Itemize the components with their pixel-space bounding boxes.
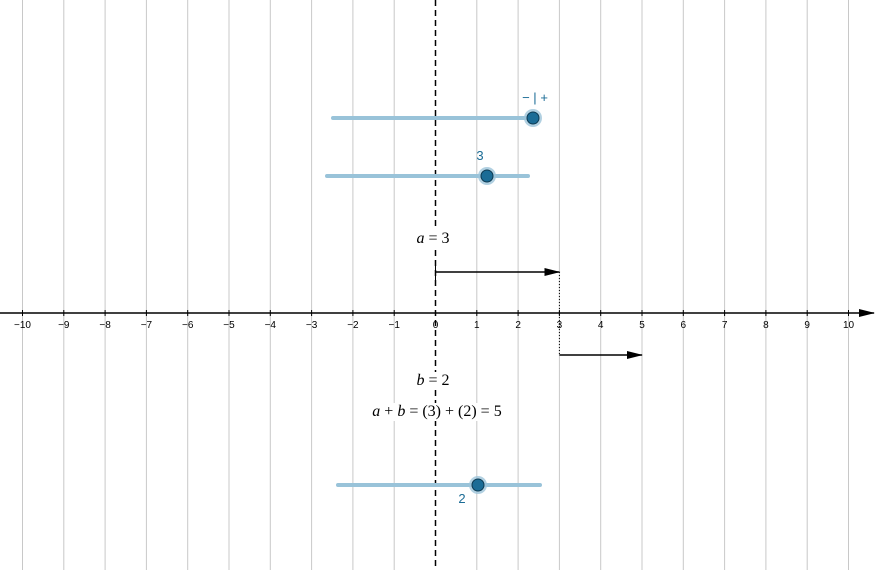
tick-label: −2 — [347, 320, 359, 331]
slider-plus-minus-control[interactable]: − | + — [522, 90, 548, 105]
b-equals-value: = 2 — [428, 372, 450, 389]
sum-result: = (3) + (2) = 5 — [409, 403, 502, 420]
tick-label: −6 — [182, 320, 194, 331]
tick-label: 10 — [843, 320, 855, 331]
tick-label: 3 — [557, 320, 563, 331]
slider-separator: | — [533, 90, 537, 105]
tick-label: 0 — [433, 320, 439, 331]
sum-var-a: a — [372, 403, 381, 420]
tick-label: −5 — [223, 320, 235, 331]
slider-a-handle[interactable] — [480, 169, 494, 183]
tick-label: 5 — [639, 320, 645, 331]
tick-label: 2 — [515, 320, 521, 331]
tick-label: −9 — [58, 320, 70, 331]
var-b: b — [416, 372, 425, 389]
tick-label: 7 — [722, 320, 728, 331]
a-equals-value: = 3 — [428, 230, 450, 247]
sum-plus: + — [384, 403, 394, 420]
tick-label: 6 — [681, 320, 687, 331]
var-a: a — [416, 230, 425, 247]
tick-label: −3 — [306, 320, 318, 331]
tick-label: −4 — [265, 320, 277, 331]
tick-label: 8 — [763, 320, 769, 331]
sliders[interactable] — [325, 109, 542, 494]
tick-label: 1 — [474, 320, 480, 331]
sum-var-b: b — [397, 403, 406, 420]
slider-plus-button[interactable]: + — [540, 90, 548, 105]
tick-label: −10 — [14, 320, 31, 331]
vectors — [435, 262, 643, 359]
tick-label: −8 — [99, 320, 111, 331]
slider-b-value-label: 2 — [458, 491, 466, 506]
expression-sum: a + b = (3) + (2) = 5 — [370, 403, 504, 421]
slider-b-handle[interactable] — [471, 478, 485, 492]
expression-b: b = 2 — [414, 372, 452, 390]
expression-a: a = 3 — [414, 230, 452, 248]
tick-label: 4 — [598, 320, 604, 331]
slider-minus-button[interactable]: − — [522, 90, 530, 105]
tick-label: −1 — [388, 320, 400, 331]
slider-a-value-label: 3 — [476, 148, 484, 163]
x-axis-tick-labels: −10 −9 −8 −7 −6 −5 −4 −3 −2 −1 0 1 2 3 4 5 6 7 8 9 10 — [14, 320, 854, 331]
tick-label: 9 — [804, 320, 810, 331]
tick-label: −7 — [141, 320, 153, 331]
x-axis — [0, 309, 875, 317]
slider-top-handle[interactable] — [526, 111, 540, 125]
